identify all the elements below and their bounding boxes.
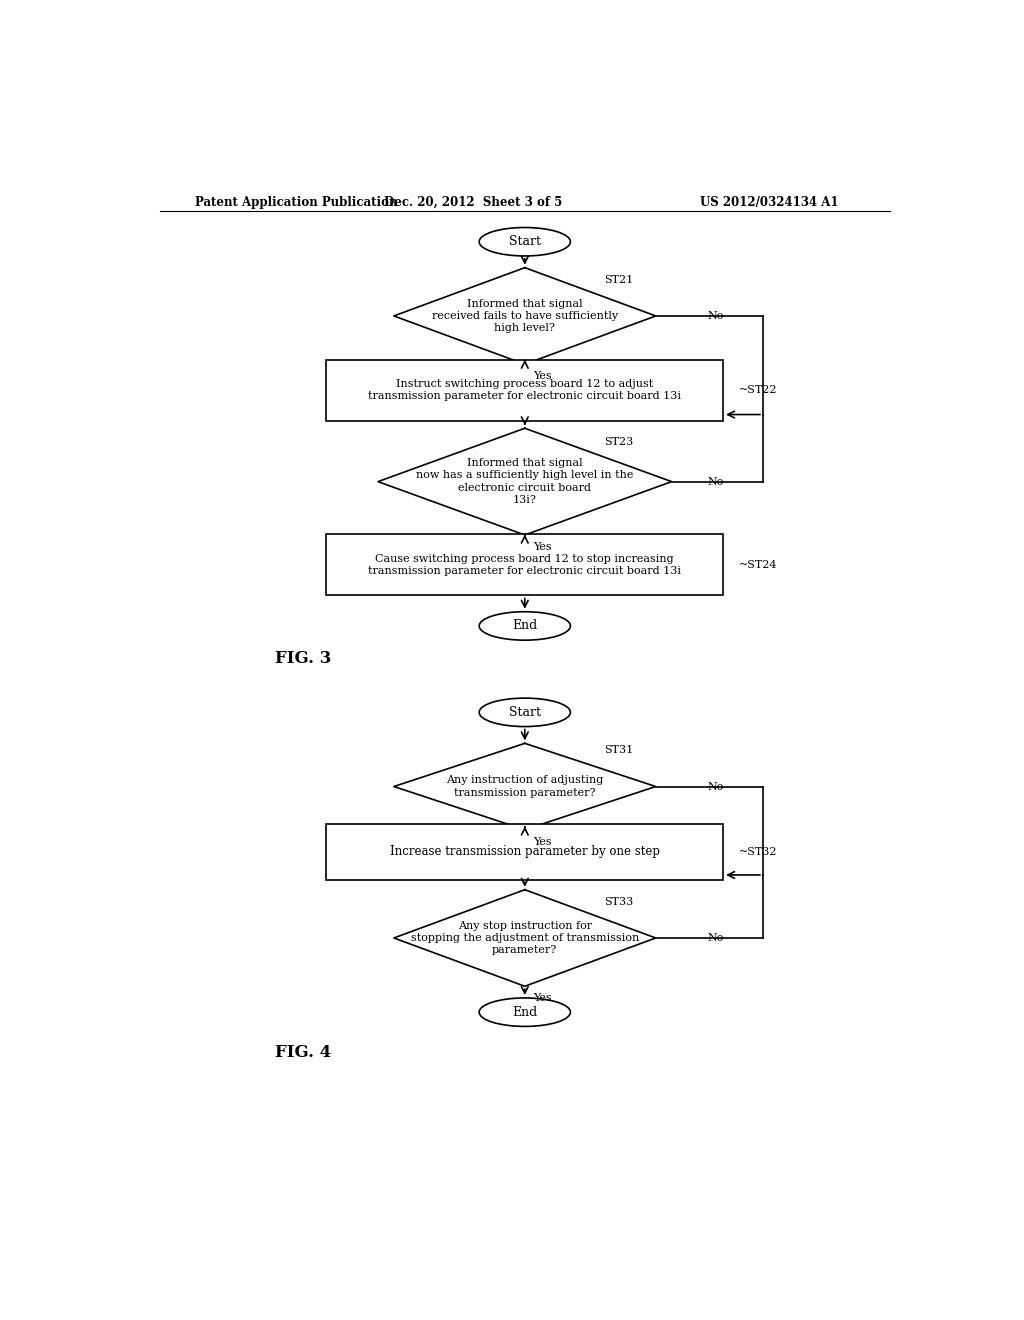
Text: Start: Start [509,706,541,719]
Text: ST31: ST31 [604,744,634,755]
Polygon shape [378,428,672,535]
Text: Start: Start [509,235,541,248]
Text: FIG. 3: FIG. 3 [274,649,331,667]
Polygon shape [394,268,655,364]
Text: Any stop instruction for
stopping the adjustment of transmission
parameter?: Any stop instruction for stopping the ad… [411,920,639,956]
Text: Yes: Yes [532,371,551,381]
Text: No: No [708,933,724,942]
Ellipse shape [479,611,570,640]
Text: US 2012/0324134 A1: US 2012/0324134 A1 [699,195,839,209]
Text: ~ST32: ~ST32 [739,846,777,857]
Text: ~ST22: ~ST22 [739,385,777,395]
Ellipse shape [479,998,570,1027]
Text: End: End [512,1006,538,1019]
Text: Informed that signal
now has a sufficiently high level in the
electronic circuit: Informed that signal now has a sufficien… [416,458,634,506]
Text: Informed that signal
received fails to have sufficiently
high level?: Informed that signal received fails to h… [432,298,617,334]
Polygon shape [394,743,655,830]
Text: ST33: ST33 [604,898,634,907]
Text: Increase transmission parameter by one step: Increase transmission parameter by one s… [390,845,659,858]
Text: Patent Application Publication: Patent Application Publication [196,195,398,209]
Text: No: No [708,781,724,792]
Text: Yes: Yes [532,994,551,1003]
Text: ~ST24: ~ST24 [739,560,777,570]
Text: ST21: ST21 [604,276,634,285]
FancyBboxPatch shape [327,359,723,421]
Text: ST23: ST23 [604,437,634,447]
Text: FIG. 4: FIG. 4 [274,1044,331,1061]
Text: Instruct switching process board 12 to adjust
transmission parameter for electro: Instruct switching process board 12 to a… [369,379,681,401]
Ellipse shape [479,698,570,726]
Text: Yes: Yes [532,543,551,552]
Text: Cause switching process board 12 to stop increasing
transmission parameter for e: Cause switching process board 12 to stop… [369,554,681,576]
FancyBboxPatch shape [327,824,723,879]
Text: Any instruction of adjusting
transmission parameter?: Any instruction of adjusting transmissio… [446,775,603,797]
Text: No: No [708,312,724,321]
Text: No: No [708,477,724,487]
FancyBboxPatch shape [327,535,723,595]
Text: Yes: Yes [532,837,551,847]
Polygon shape [394,890,655,986]
Ellipse shape [479,227,570,256]
Text: Dec. 20, 2012  Sheet 3 of 5: Dec. 20, 2012 Sheet 3 of 5 [384,195,562,209]
Text: End: End [512,619,538,632]
